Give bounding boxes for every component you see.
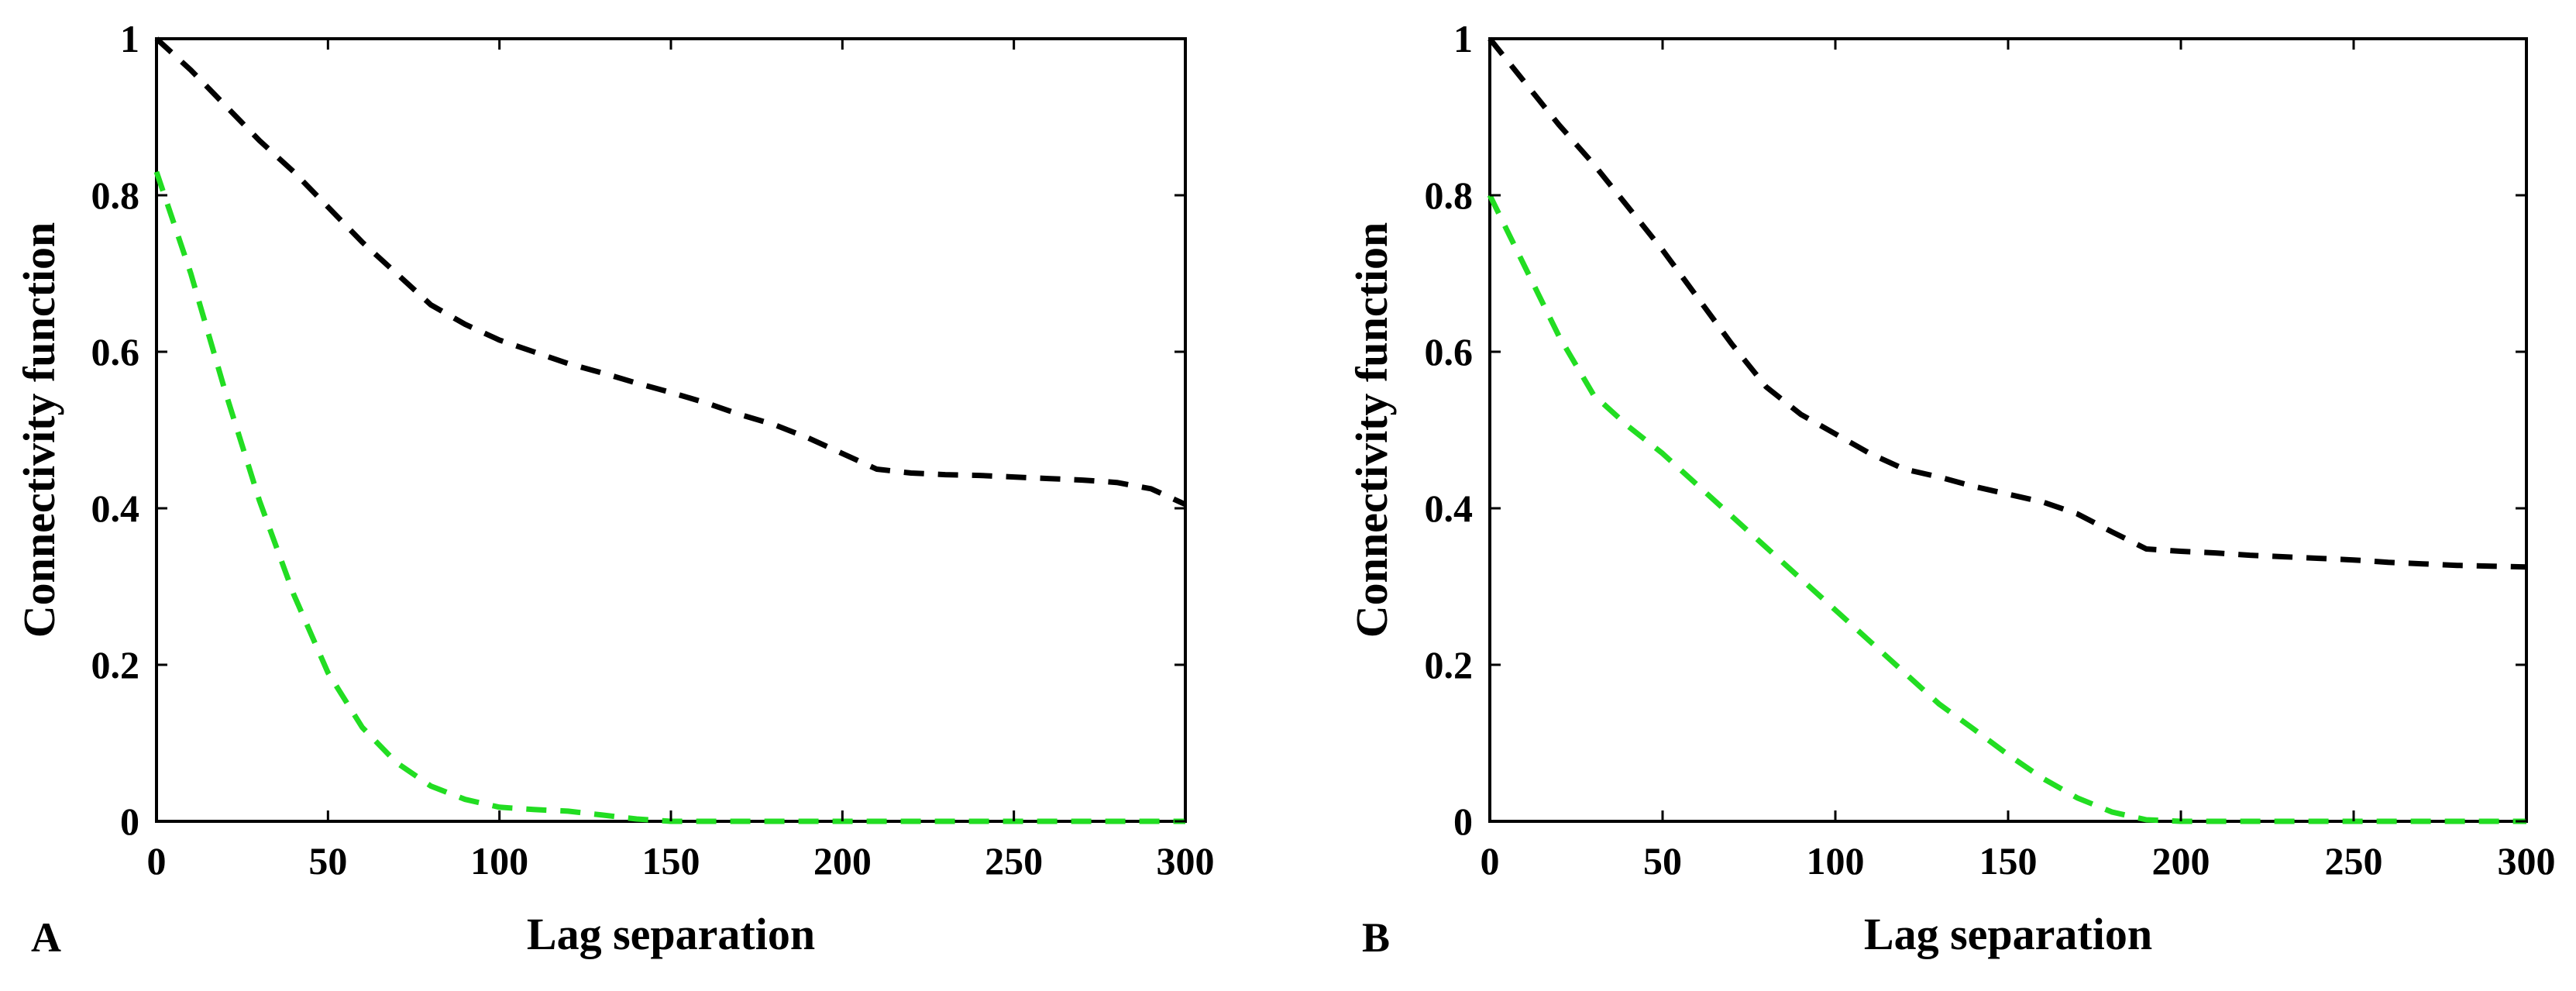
y-axis-label: Connectivity function	[14, 222, 64, 638]
y-tick-label: 0.4	[91, 487, 140, 530]
x-tick-label: 300	[1157, 839, 1215, 883]
x-tick-label: 0	[1481, 839, 1500, 883]
x-tick-label: 300	[2498, 839, 2556, 883]
y-tick-label: 0.8	[91, 174, 140, 217]
y-tick-label: 0	[120, 800, 139, 843]
y-tick-label: 0	[1453, 800, 1473, 843]
series-layer	[1487, 36, 2527, 824]
y-tick-label: 0.6	[1425, 330, 1474, 373]
y-tick-label: 0.8	[1425, 174, 1474, 217]
panel-label: B	[1362, 914, 1390, 961]
series-line-1	[154, 36, 1187, 508]
y-tick-label: 1	[120, 17, 139, 60]
x-tick-label: 50	[308, 839, 347, 883]
series-layer	[153, 36, 1187, 824]
x-tick-label: 150	[1979, 839, 2038, 883]
panel-b: 0 50 100 150 200 250 300 0 0.2 0.4 0.6 0.8 1 Lag sep…	[1346, 17, 2556, 961]
y-tick-label: 0.2	[1425, 643, 1474, 686]
panel-a: 0 50 100 150 200 250 300 0 0.2 0.4 0.6 0.8 1 Lag sep…	[14, 17, 1215, 961]
plot-area-frame	[1488, 37, 2528, 823]
panel-label: A	[31, 914, 61, 961]
x-tick-label: 100	[470, 839, 528, 883]
y-tick-label: 0.4	[1425, 487, 1474, 530]
series-line-2	[153, 170, 1185, 824]
series-line-1	[1487, 36, 2527, 570]
ticks-layer: 0 50 100 150 200 250 300 0 0.2 0.4 0.6 0.8 1	[1425, 17, 2556, 883]
ticks-layer: 0 50 100 150 200 250 300 0 0.2 0.4 0.6 0.8 1	[91, 17, 1215, 883]
series-line-2	[1487, 194, 2526, 824]
x-tick-label: 50	[1643, 839, 1682, 883]
y-tick-label: 0.6	[91, 330, 140, 373]
x-tick-label: 250	[2325, 839, 2383, 883]
x-tick-label: 0	[147, 839, 167, 883]
x-axis-label: Lag separation	[527, 909, 815, 959]
x-axis-label: Lag separation	[1864, 909, 2152, 959]
x-tick-label: 150	[642, 839, 700, 883]
x-tick-label: 200	[813, 839, 872, 883]
x-tick-label: 250	[985, 839, 1043, 883]
y-tick-label: 0.2	[91, 643, 140, 686]
x-tick-label: 100	[1807, 839, 1865, 883]
y-tick-label: 1	[1453, 17, 1473, 60]
plot-area-frame	[155, 37, 1187, 823]
y-axis-label: Connectivity function	[1346, 222, 1397, 638]
x-tick-label: 200	[2152, 839, 2210, 883]
